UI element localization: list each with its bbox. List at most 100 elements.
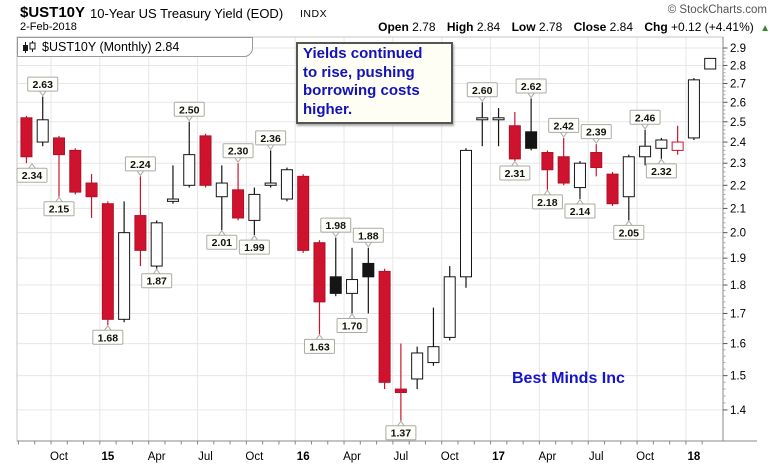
candle-15 xyxy=(248,187,261,236)
y-axis-label: 2.6 xyxy=(730,97,746,109)
candle-29 xyxy=(476,102,489,147)
y-axis-label: 2.1 xyxy=(730,203,746,215)
label-box xyxy=(173,101,205,117)
exchange-label: INDX xyxy=(300,8,328,20)
label-text: 1.88 xyxy=(358,230,379,242)
y-axis-ticks xyxy=(723,47,728,411)
label-box xyxy=(613,224,645,240)
price-label: 2.30 xyxy=(222,143,254,164)
label-box xyxy=(548,117,580,133)
label-box xyxy=(499,165,531,181)
candle-body xyxy=(20,117,33,158)
label-box xyxy=(27,76,59,92)
label-box xyxy=(336,317,368,333)
candle-body xyxy=(394,388,407,393)
candle-30 xyxy=(492,108,505,147)
candle-body xyxy=(85,182,98,198)
vertical-gridlines xyxy=(50,37,687,441)
x-axis-label: Apr xyxy=(148,451,166,463)
change-value: +0.12 (+4.41%) xyxy=(671,20,754,34)
candle-19 xyxy=(313,240,326,335)
x-axis-label: 16 xyxy=(297,451,310,463)
label-text: 1.68 xyxy=(98,332,119,344)
label-box xyxy=(515,78,547,94)
label-text: 2.30 xyxy=(228,146,249,158)
annotation-line: borrowing costs xyxy=(303,82,420,99)
candle-5 xyxy=(85,174,98,218)
quote-date: 2-Feb-2018 xyxy=(20,21,77,33)
candle-34 xyxy=(557,137,570,186)
candle-6 xyxy=(101,201,114,326)
close-value: 2.84 xyxy=(609,20,633,34)
candle-4 xyxy=(69,148,82,195)
candle-28 xyxy=(460,148,472,288)
label-text: 1.70 xyxy=(342,320,363,332)
label-box xyxy=(303,338,335,354)
label-box xyxy=(206,234,238,250)
candle-body xyxy=(590,152,603,169)
candle-39 xyxy=(639,129,652,166)
candle-3 xyxy=(53,135,65,197)
open-label: Open xyxy=(378,20,409,34)
label-text: 2.42 xyxy=(553,120,574,132)
y-axis-label: 2.4 xyxy=(730,137,747,149)
annotation-callout: Yields continued to rise, pushing borrow… xyxy=(296,42,453,124)
price-label: 1.37 xyxy=(385,420,417,441)
y-axis-labels: 2.9 2.8 2.7 2.6 2.5 2.4 2.3 2.2 2.1 2.0 1.9 1.8 1.7 1… xyxy=(730,43,747,417)
x-axis-ticks xyxy=(17,441,703,445)
candle-18 xyxy=(297,174,310,253)
y-axis-label: 1.5 xyxy=(730,371,746,383)
price-label: 2.36 xyxy=(255,130,287,151)
label-text: 2.24 xyxy=(130,159,151,171)
candle-body xyxy=(232,189,245,219)
price-label: 2.50 xyxy=(173,101,205,122)
x-axis-label: Jul xyxy=(394,451,409,463)
candle-body xyxy=(264,182,277,186)
chart-legend: $UST10Y (Monthly) 2.84 xyxy=(17,37,253,57)
label-box xyxy=(238,239,270,255)
candle-body xyxy=(69,149,82,193)
label-box xyxy=(466,82,498,98)
candle-7 xyxy=(118,201,131,323)
annotation-line: to rise, pushing xyxy=(303,63,415,81)
price-label: 2.18 xyxy=(531,189,563,210)
price-label: 2.39 xyxy=(580,124,612,144)
price-labels: 2.34 2.63 2.15 1.68 2.24 1.87 2.50 2.01 2.30 1.99… xyxy=(16,76,677,441)
candle-body xyxy=(671,141,684,151)
candle-body xyxy=(346,279,359,294)
price-label: 1.88 xyxy=(352,227,384,248)
candle-body xyxy=(378,270,391,383)
candle-9 xyxy=(150,220,163,269)
label-text: 1.87 xyxy=(146,276,167,288)
candle-body xyxy=(573,162,586,189)
label-box xyxy=(124,156,156,172)
label-text: 2.36 xyxy=(260,133,281,145)
candle-10 xyxy=(166,165,179,204)
candle-21 xyxy=(346,247,359,314)
candle-body xyxy=(443,276,456,338)
candle-41 xyxy=(671,125,684,155)
price-label: 2.62 xyxy=(515,78,547,99)
candle-body xyxy=(134,215,147,251)
candles xyxy=(20,57,717,421)
label-box xyxy=(645,163,677,179)
x-axis-label: 15 xyxy=(101,451,114,463)
candle-body xyxy=(248,193,261,221)
change-up-icon: ▲ xyxy=(760,23,770,34)
candle-22 xyxy=(362,247,375,314)
candle-body xyxy=(36,119,49,143)
candle-26 xyxy=(427,307,440,366)
candle-body xyxy=(427,346,440,364)
stockcharts-copyright: © StockCharts.com xyxy=(667,4,767,16)
price-label: 1.63 xyxy=(303,333,335,354)
candle-body xyxy=(199,135,212,186)
candle-33 xyxy=(541,150,554,190)
candle-43 xyxy=(704,57,717,70)
watermark-text: Best Minds Inc xyxy=(512,370,625,387)
candle-body xyxy=(525,131,538,149)
x-axis-label: Oct xyxy=(441,451,460,463)
x-axis-label: 17 xyxy=(492,451,505,463)
price-label: 1.98 xyxy=(320,217,352,238)
candle-body xyxy=(704,57,717,70)
ohlc-quote-row: Open 2.78 High 2.84 Low 2.78 Close 2.84 … xyxy=(370,20,770,34)
